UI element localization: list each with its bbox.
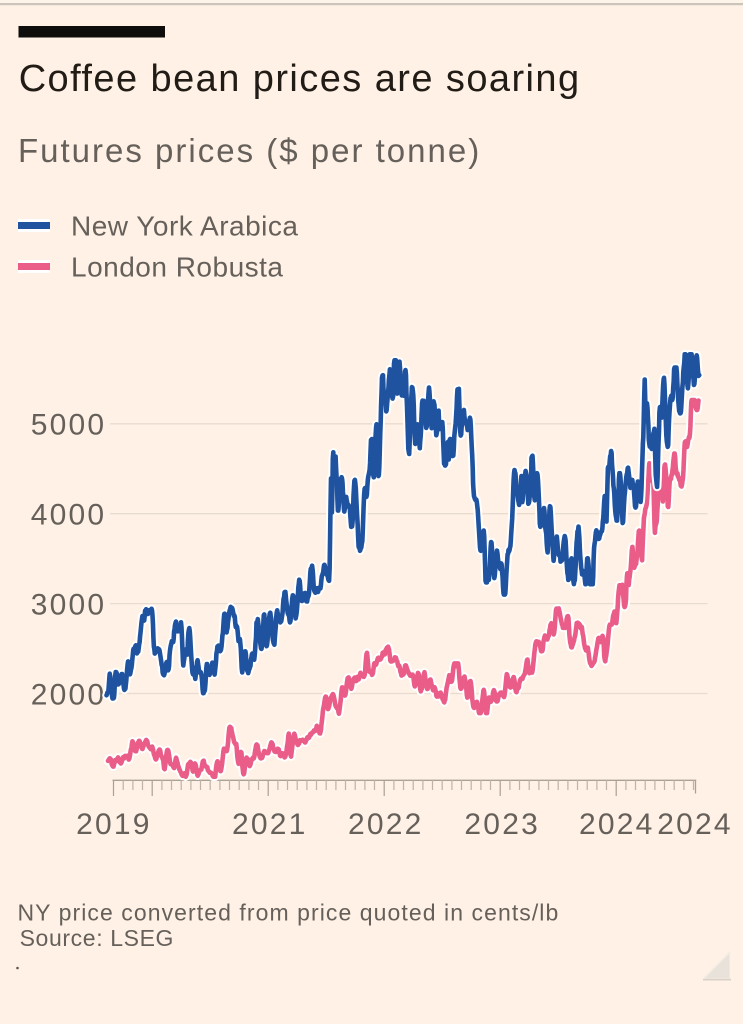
- svg-text:2024: 2024: [657, 808, 733, 841]
- svg-text:Futures prices ($ per tonne): Futures prices ($ per tonne): [18, 132, 481, 169]
- svg-text:NY price converted from price: NY price converted from price quoted in …: [18, 899, 560, 925]
- svg-text:3000: 3000: [31, 588, 107, 621]
- svg-text:Coffee bean prices are soaring: Coffee bean prices are soaring: [19, 58, 581, 100]
- svg-text:5000: 5000: [31, 409, 107, 442]
- svg-text:2024: 2024: [579, 808, 655, 841]
- svg-text:2000: 2000: [31, 678, 107, 711]
- svg-text:2019: 2019: [76, 808, 152, 841]
- svg-text:New York Arabica: New York Arabica: [71, 211, 298, 242]
- svg-text:2021: 2021: [232, 808, 308, 841]
- svg-text:Source: LSEG: Source: LSEG: [20, 925, 174, 951]
- svg-text:4000: 4000: [31, 499, 107, 532]
- svg-text:2022: 2022: [348, 808, 424, 841]
- svg-text:2023: 2023: [464, 808, 540, 841]
- svg-text:London Robusta: London Robusta: [71, 252, 284, 283]
